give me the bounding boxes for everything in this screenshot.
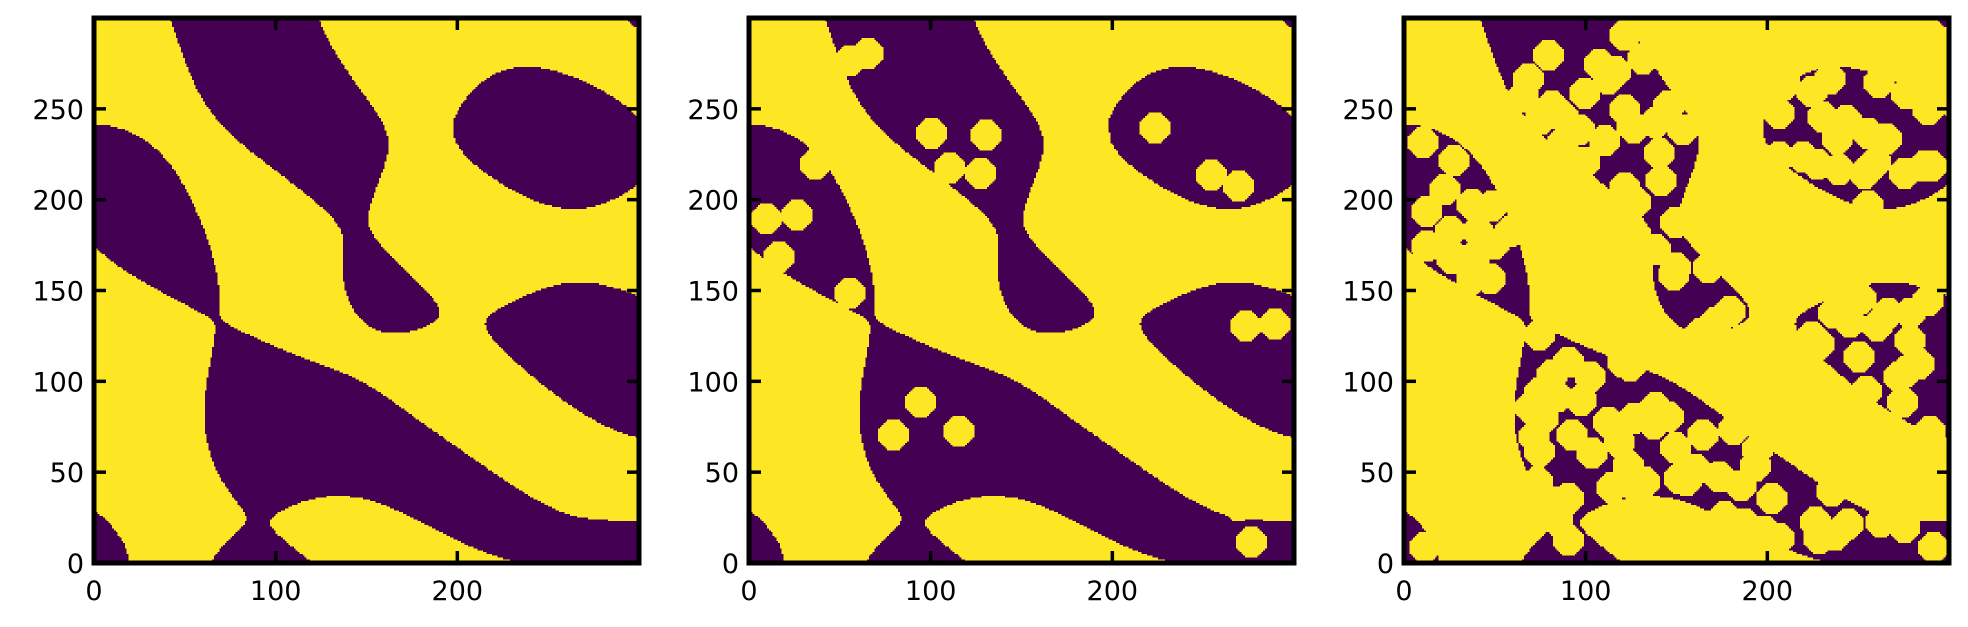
y-tick-label: 0 [67, 549, 84, 580]
y-tick-label: 150 [1342, 277, 1394, 308]
x-tick-label: 100 [250, 576, 302, 607]
y-tick-label: 0 [722, 549, 739, 580]
x-tick-label: 0 [740, 576, 757, 607]
y-tick-label: 100 [1342, 367, 1394, 398]
y-tick-label: 150 [32, 277, 84, 308]
chart-panel-1: 0 100 200 0 50 100 150 200 250 [32, 15, 642, 607]
axes-frame [1401, 15, 1952, 566]
y-tick-label: 0 [1377, 549, 1394, 580]
x-tick-label: 100 [905, 576, 957, 607]
y-tick-label: 50 [705, 458, 739, 489]
y-tick-label: 50 [50, 458, 84, 489]
y-tick-label: 200 [687, 186, 739, 217]
heatmap-image-3 [1404, 18, 1949, 563]
chart-panel-2: 0 100 200 0 50 100 150 200 250 [687, 15, 1297, 607]
y-tick-label: 200 [32, 186, 84, 217]
x-tick-label: 200 [1742, 576, 1794, 607]
y-tick-label: 100 [32, 367, 84, 398]
y-tick-label: 250 [687, 95, 739, 126]
x-tick-label: 0 [85, 576, 102, 607]
axes-frame [91, 15, 642, 566]
heatmap-image-2 [749, 18, 1294, 563]
y-tick-label: 250 [32, 95, 84, 126]
y-tick-label: 50 [1360, 458, 1394, 489]
heatmap-image-1 [94, 18, 639, 563]
y-tick-label: 250 [1342, 95, 1394, 126]
x-tick-label: 100 [1560, 576, 1612, 607]
axes-frame [746, 15, 1297, 566]
y-tick-label: 150 [687, 277, 739, 308]
x-tick-label: 200 [1087, 576, 1139, 607]
x-tick-label: 0 [1395, 576, 1412, 607]
x-tick-label: 200 [432, 576, 484, 607]
y-tick-label: 100 [687, 367, 739, 398]
y-tick-label: 200 [1342, 186, 1394, 217]
chart-panel-3: 0 100 200 0 50 100 150 200 250 [1342, 15, 1952, 607]
